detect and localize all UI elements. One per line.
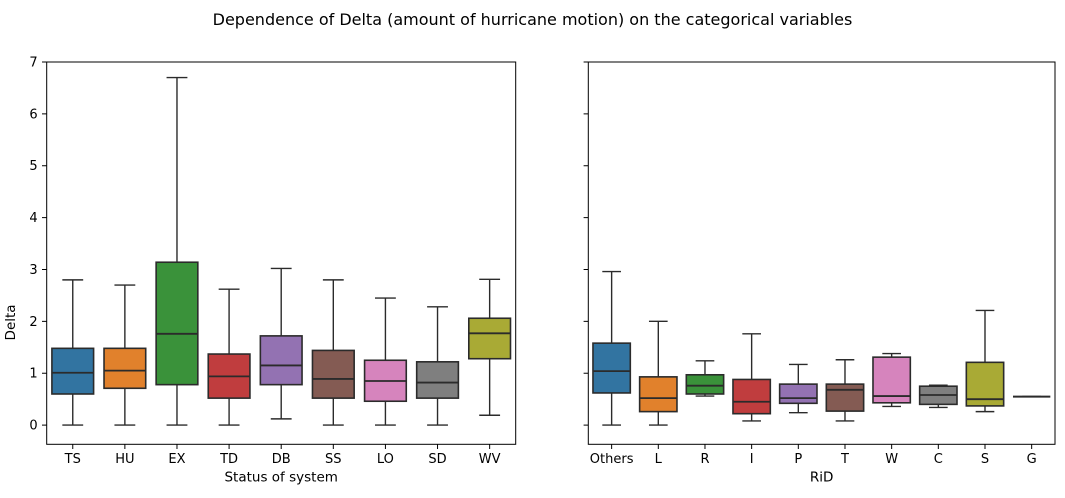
x-tick-label-HU: HU [115,452,134,467]
box-group-SS [311,279,355,426]
box-group-LO [363,297,408,426]
x-tick-label-LO: LO [377,452,394,467]
y-tick-label: 4 [29,211,37,226]
box-group-WV [467,278,512,416]
x-tick-label-Others: Others [590,452,634,467]
x-tick-label-EX: EX [168,452,185,467]
x-tick-label-WV: WV [479,452,501,467]
box [259,335,303,386]
x-axis-label: Status of system [224,469,337,485]
box-group-TD [207,288,251,426]
x-tick-label-L: L [655,452,663,467]
x-tick-label-P: P [794,452,802,467]
box-group-EX [155,76,199,426]
x-tick-label-TS: TS [64,452,81,467]
x-tick-label-SS: SS [325,452,342,467]
x-tick-label-DB: DB [272,452,291,467]
y-tick-label: 0 [29,419,37,434]
x-tick-label-G: G [1027,452,1037,467]
chart-title: Dependence of Delta (amount of hurricane… [212,10,853,29]
y-axis-label: Delta [3,304,19,340]
x-tick-label-R: R [700,452,709,467]
y-tick-label: 3 [29,263,37,278]
y-tick-label: 2 [29,315,37,330]
y-tick-label: 7 [29,56,37,71]
box-group-Others [592,270,632,426]
x-tick-label-W: W [885,452,898,467]
box-group-SD [415,306,460,426]
x-tick-label-T: T [840,452,849,467]
x-tick-label-I: I [750,452,754,467]
box [732,378,772,415]
box [685,373,725,395]
box [415,361,460,399]
box-group-HU [103,284,147,426]
box [778,383,818,405]
y-tick-label: 6 [29,107,37,122]
y-tick-label: 5 [29,159,37,174]
y-tick-label: 1 [29,367,37,382]
x-tick-label-TD: TD [219,452,238,467]
axes-left: 0 1 2 3 4 5 6 7 TS HU EX TD DB SS LO SD WV Status of syst… [3,56,517,485]
axes-frame [587,61,1056,445]
box [51,347,95,395]
box [103,347,147,390]
x-axis-label: RiD [810,469,834,485]
axes-right: Others L R I P T W C S G RiD [583,61,1056,485]
box-group-T [825,359,865,422]
axes-frame [46,61,517,445]
box-group-S [965,309,1005,413]
x-tick-label-SD: SD [428,452,446,467]
box [825,383,865,412]
box-group-L [638,320,678,426]
box-group-DB [259,267,303,420]
box [638,376,678,413]
box [592,342,632,394]
box-group-I [732,333,772,422]
box [311,349,355,399]
box-group-R [685,360,725,397]
x-tick-label-S: S [981,452,989,467]
box [155,261,199,386]
x-tick-label-C: C [934,452,943,467]
box [467,317,512,360]
box-group-P [778,363,818,414]
box-group-W [872,352,912,408]
box-group-C [918,384,958,409]
box-group-TS [51,279,95,426]
